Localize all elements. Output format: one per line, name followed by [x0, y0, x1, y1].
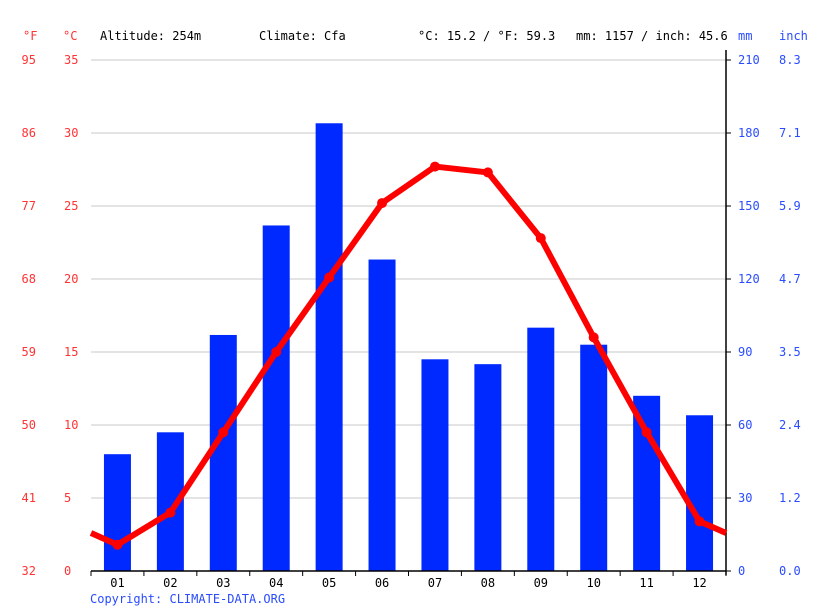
mm-tick-label: 180 — [738, 126, 760, 140]
precipitation-bar-11 — [633, 395, 661, 571]
precipitation-axis: 0 0.0 30 1.2 60 2.4 90 3.5 120 4.7 150 5.9 180 7.1 210… — [725, 50, 801, 578]
inch-tick-label: 7.1 — [779, 126, 801, 140]
fahrenheit-tick-label: 50 — [22, 418, 36, 432]
month-axis: 01 02 03 04 05 06 07 08 09 10 11 12 — [90, 570, 727, 590]
fahrenheit-tick-label: 86 — [22, 126, 36, 140]
month-label: 09 — [534, 576, 548, 590]
temperature-point-02 — [165, 507, 176, 518]
temperature-point-03 — [218, 427, 229, 438]
mm-tick-label: 0 — [738, 564, 745, 578]
month-label: 10 — [586, 576, 600, 590]
temperature-point-08 — [482, 167, 493, 178]
fahrenheit-tick-label: 41 — [22, 491, 36, 505]
inch-tick-label: 2.4 — [779, 418, 801, 432]
month-label: 02 — [163, 576, 177, 590]
celsius-tick-label: 30 — [64, 126, 78, 140]
month-label: 01 — [110, 576, 124, 590]
mm-tick-label: 30 — [738, 491, 752, 505]
temperature-axis: 32 0 41 5 50 10 59 15 68 20 77 25 86 30 95 35 — [22, 53, 79, 578]
inch-tick-label: 5.9 — [779, 199, 801, 213]
month-label: 05 — [322, 576, 336, 590]
celsius-tick-label: 35 — [64, 53, 78, 67]
temperature-point-12 — [694, 516, 705, 527]
fahrenheit-tick-label: 68 — [22, 272, 36, 286]
average-temperature-label: °C: 15.2 / °F: 59.3 — [418, 29, 555, 43]
celsius-unit-label: °C — [63, 29, 77, 43]
copyright-link[interactable]: Copyright: CLIMATE-DATA.ORG — [90, 592, 285, 606]
fahrenheit-tick-label: 77 — [22, 199, 36, 213]
fahrenheit-tick-label: 59 — [22, 345, 36, 359]
precipitation-bars — [103, 123, 714, 572]
chart-header: °F °C Altitude: 254m Climate: Cfa °C: 15… — [23, 29, 808, 43]
inch-tick-label: 8.3 — [779, 53, 801, 67]
temperature-point-07 — [429, 161, 440, 172]
mm-tick-label: 60 — [738, 418, 752, 432]
precipitation-bar-08 — [474, 364, 502, 571]
celsius-tick-label: 5 — [64, 491, 71, 505]
altitude-label: Altitude: 254m — [100, 29, 201, 43]
month-label: 03 — [216, 576, 230, 590]
temperature-point-10 — [588, 332, 599, 343]
inch-tick-label: 4.7 — [779, 272, 801, 286]
temperature-point-05 — [324, 272, 335, 283]
inch-unit-label: inch — [779, 29, 808, 43]
gridlines — [91, 59, 726, 499]
total-precipitation-label: mm: 1157 / inch: 45.6 — [576, 29, 728, 43]
inch-tick-label: 0.0 — [779, 564, 801, 578]
month-label: 04 — [269, 576, 283, 590]
inch-tick-label: 1.2 — [779, 491, 801, 505]
temperature-point-11 — [641, 427, 652, 438]
month-label: 07 — [428, 576, 442, 590]
precipitation-bar-09 — [527, 327, 555, 571]
celsius-tick-label: 20 — [64, 272, 78, 286]
precipitation-bar-12 — [686, 415, 714, 571]
precipitation-bar-03 — [209, 334, 237, 571]
temperature-point-04 — [271, 347, 282, 357]
fahrenheit-tick-label: 95 — [22, 53, 36, 67]
fahrenheit-tick-label: 32 — [22, 564, 36, 578]
climate-label: Climate: Cfa — [259, 29, 346, 43]
precipitation-bar-01 — [103, 454, 131, 571]
mm-tick-label: 210 — [738, 53, 760, 67]
temperature-polyline — [89, 163, 728, 548]
celsius-tick-label: 25 — [64, 199, 78, 213]
mm-tick-label: 150 — [738, 199, 760, 213]
month-label: 08 — [481, 576, 495, 590]
precipitation-bar-05 — [315, 123, 343, 572]
month-label: 11 — [639, 576, 653, 590]
celsius-tick-label: 15 — [64, 345, 78, 359]
mm-tick-label: 90 — [738, 345, 752, 359]
celsius-tick-label: 0 — [64, 564, 71, 578]
celsius-tick-label: 10 — [64, 418, 78, 432]
month-label: 12 — [692, 576, 706, 590]
temperature-line — [89, 161, 728, 550]
temperature-point-01 — [112, 539, 123, 550]
fahrenheit-unit-label: °F — [23, 29, 37, 43]
temperature-point-06 — [377, 198, 388, 209]
inch-tick-label: 3.5 — [779, 345, 801, 359]
precipitation-bar-06 — [368, 259, 396, 571]
month-label: 06 — [375, 576, 389, 590]
precipitation-bar-10 — [580, 344, 608, 571]
temperature-point-09 — [535, 233, 546, 244]
mm-tick-label: 120 — [738, 272, 760, 286]
precipitation-bar-04 — [262, 225, 290, 571]
mm-unit-label: mm — [738, 29, 752, 43]
precipitation-bar-07 — [421, 359, 449, 571]
